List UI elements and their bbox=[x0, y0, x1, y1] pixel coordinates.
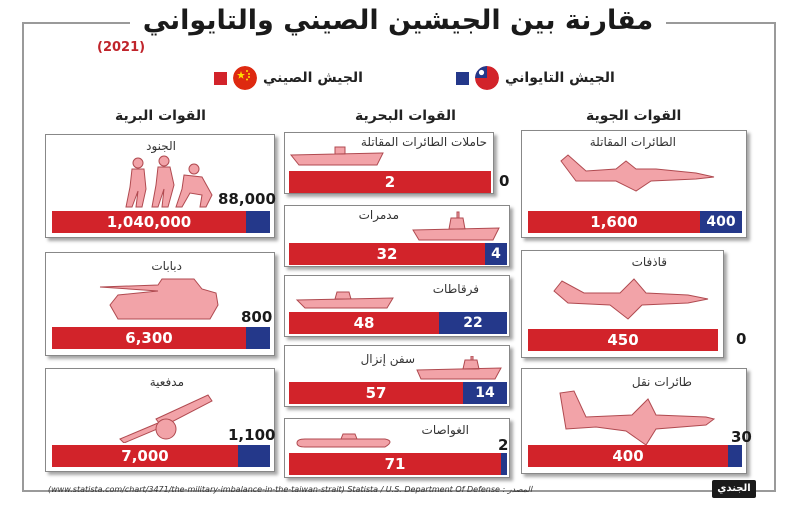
label-fighter-jets: الطائرات المقاتلة bbox=[589, 135, 676, 149]
value-aircraft-carriers-taiwan: 0 bbox=[499, 172, 510, 190]
label-tanks: دبابات bbox=[151, 259, 182, 273]
taiwan-flag-icon bbox=[475, 66, 499, 90]
value-submarines-taiwan: 2 bbox=[498, 436, 509, 454]
title-bar: مقارنة بين الجيشين الصيني والتايواني bbox=[130, 4, 666, 38]
label-artillery: مدفعية bbox=[149, 375, 184, 389]
label-submarines: الغواصات bbox=[421, 423, 469, 437]
bar-bombers-china: 450 bbox=[528, 329, 718, 351]
bar-artillery: 7,000 bbox=[52, 445, 270, 467]
bar-bombers: 450 bbox=[528, 329, 718, 351]
china-flag-icon bbox=[233, 66, 257, 90]
soldiers-icon bbox=[125, 155, 213, 208]
bar-soldiers: 1,040,000 bbox=[52, 211, 270, 233]
section-title-navy: القوات البحرية bbox=[355, 108, 456, 124]
bar-artillery-china: 7,000 bbox=[52, 445, 238, 467]
value-soldiers-taiwan: 88,000 bbox=[218, 190, 276, 208]
china-color-swatch bbox=[214, 71, 227, 85]
legend-taiwan-label: الجيش التايواني bbox=[505, 70, 615, 86]
bar-soldiers-taiwan bbox=[246, 211, 270, 233]
label-frigates: فرقاطات bbox=[432, 282, 479, 296]
bar-aircraft-carriers: 2 bbox=[289, 171, 491, 193]
bar-transport-planes-taiwan bbox=[728, 445, 742, 467]
card-bombers: قاذفات 450 bbox=[521, 250, 724, 358]
section-title-air: القوات الجوية bbox=[586, 108, 682, 124]
bar-tanks-taiwan bbox=[246, 327, 270, 349]
bar-destroyers-china: 32 bbox=[289, 243, 485, 265]
bar-fighter-jets-china: 1,600 bbox=[528, 211, 700, 233]
bar-tanks-china: 6,300 bbox=[52, 327, 246, 349]
frigate-icon bbox=[295, 291, 394, 309]
label-destroyers: مدمرات bbox=[358, 208, 399, 222]
bar-landing-ships-taiwan: 14 bbox=[463, 382, 507, 404]
bar-tanks: 6,300 bbox=[52, 327, 270, 349]
legend-china-label: الجيش الصيني bbox=[263, 70, 363, 86]
bar-submarines-taiwan bbox=[501, 453, 507, 475]
label-transport-planes: طائرات نقل bbox=[631, 375, 692, 389]
aircraft-carrier-icon bbox=[289, 146, 384, 166]
bar-destroyers: 32 4 bbox=[289, 243, 507, 265]
card-destroyers: مدمرات 32 4 bbox=[284, 205, 510, 267]
value-transport-planes-taiwan: 30 bbox=[731, 428, 752, 446]
card-soldiers: الجنود 1,040,000 bbox=[45, 134, 275, 238]
bar-artillery-taiwan bbox=[238, 445, 270, 467]
bar-fighter-jets-taiwan: 400 bbox=[700, 211, 742, 233]
label-soldiers: الجنود bbox=[146, 139, 176, 153]
section-title-land: القوات البرية bbox=[115, 108, 206, 124]
taiwan-color-swatch bbox=[456, 71, 469, 85]
bar-submarines: 71 bbox=[289, 453, 507, 475]
card-landing-ships: سفن إنزال 57 14 bbox=[284, 345, 510, 407]
publisher-logo: الجندي bbox=[712, 480, 756, 498]
bar-frigates: 48 22 bbox=[289, 312, 507, 334]
bar-soldiers-china: 1,040,000 bbox=[52, 211, 246, 233]
bar-transport-planes-china: 400 bbox=[528, 445, 728, 467]
year-label: (2021) bbox=[97, 40, 146, 55]
card-transport-planes: طائرات نقل 400 bbox=[521, 368, 747, 474]
value-tanks-taiwan: 800 bbox=[241, 308, 273, 326]
bar-frigates-china: 48 bbox=[289, 312, 439, 334]
label-bombers: قاذفات bbox=[631, 255, 667, 269]
label-landing-ships: سفن إنزال bbox=[360, 352, 415, 366]
submarine-icon bbox=[296, 433, 391, 448]
bar-landing-ships-china: 57 bbox=[289, 382, 463, 404]
artillery-icon bbox=[119, 394, 213, 443]
bar-transport-planes: 400 bbox=[528, 445, 742, 467]
legend-taiwan: الجيش التايواني bbox=[456, 66, 615, 90]
card-frigates: فرقاطات 48 22 bbox=[284, 275, 510, 337]
bomber-icon bbox=[553, 278, 709, 320]
transport-plane-icon bbox=[559, 390, 716, 446]
landing-ship-icon bbox=[416, 356, 502, 380]
card-aircraft-carriers: حاملات الطائرات المقاتلة 2 bbox=[284, 132, 494, 194]
legend-china: الجيش الصيني bbox=[214, 66, 363, 90]
card-submarines: الغواصات 71 bbox=[284, 418, 510, 478]
card-artillery: مدفعية 7,000 bbox=[45, 368, 275, 472]
bar-destroyers-taiwan: 4 bbox=[485, 243, 507, 265]
page-title: مقارنة بين الجيشين الصيني والتايواني bbox=[142, 5, 654, 36]
card-fighter-jets: الطائرات المقاتلة 1,600 400 bbox=[521, 130, 747, 238]
value-artillery-taiwan: 1,100 bbox=[228, 426, 276, 444]
card-tanks: دبابات 6,300 bbox=[45, 252, 275, 356]
bar-landing-ships: 57 14 bbox=[289, 382, 507, 404]
bar-frigates-taiwan: 22 bbox=[439, 312, 507, 334]
destroyer-icon bbox=[412, 211, 500, 241]
source-note: (www.statista.com/chart/3471/the-militar… bbox=[48, 485, 533, 494]
value-bombers-taiwan: 0 bbox=[736, 330, 747, 348]
tank-icon bbox=[99, 278, 219, 320]
label-aircraft-carriers: حاملات الطائرات المقاتلة bbox=[360, 135, 487, 149]
bar-fighter-jets: 1,600 400 bbox=[528, 211, 742, 233]
bar-submarines-china: 71 bbox=[289, 453, 501, 475]
bar-aircraft-carriers-china: 2 bbox=[289, 171, 491, 193]
fighter-jet-icon bbox=[560, 154, 715, 192]
